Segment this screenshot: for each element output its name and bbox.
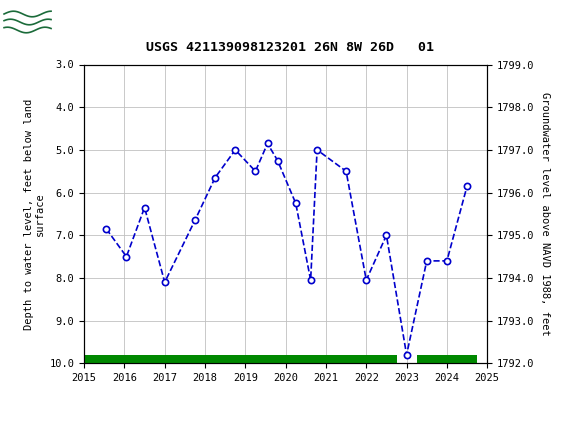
Y-axis label: Groundwater level above NAVD 1988, feet: Groundwater level above NAVD 1988, feet xyxy=(540,92,550,336)
Y-axis label: Depth to water level, feet below land
surface: Depth to water level, feet below land su… xyxy=(24,98,45,329)
Text: USGS: USGS xyxy=(58,12,105,28)
Bar xyxy=(84,355,397,363)
FancyBboxPatch shape xyxy=(3,3,52,37)
Bar xyxy=(416,355,477,363)
Text: USGS 421139098123201 26N 8W 26D   01: USGS 421139098123201 26N 8W 26D 01 xyxy=(146,41,434,54)
